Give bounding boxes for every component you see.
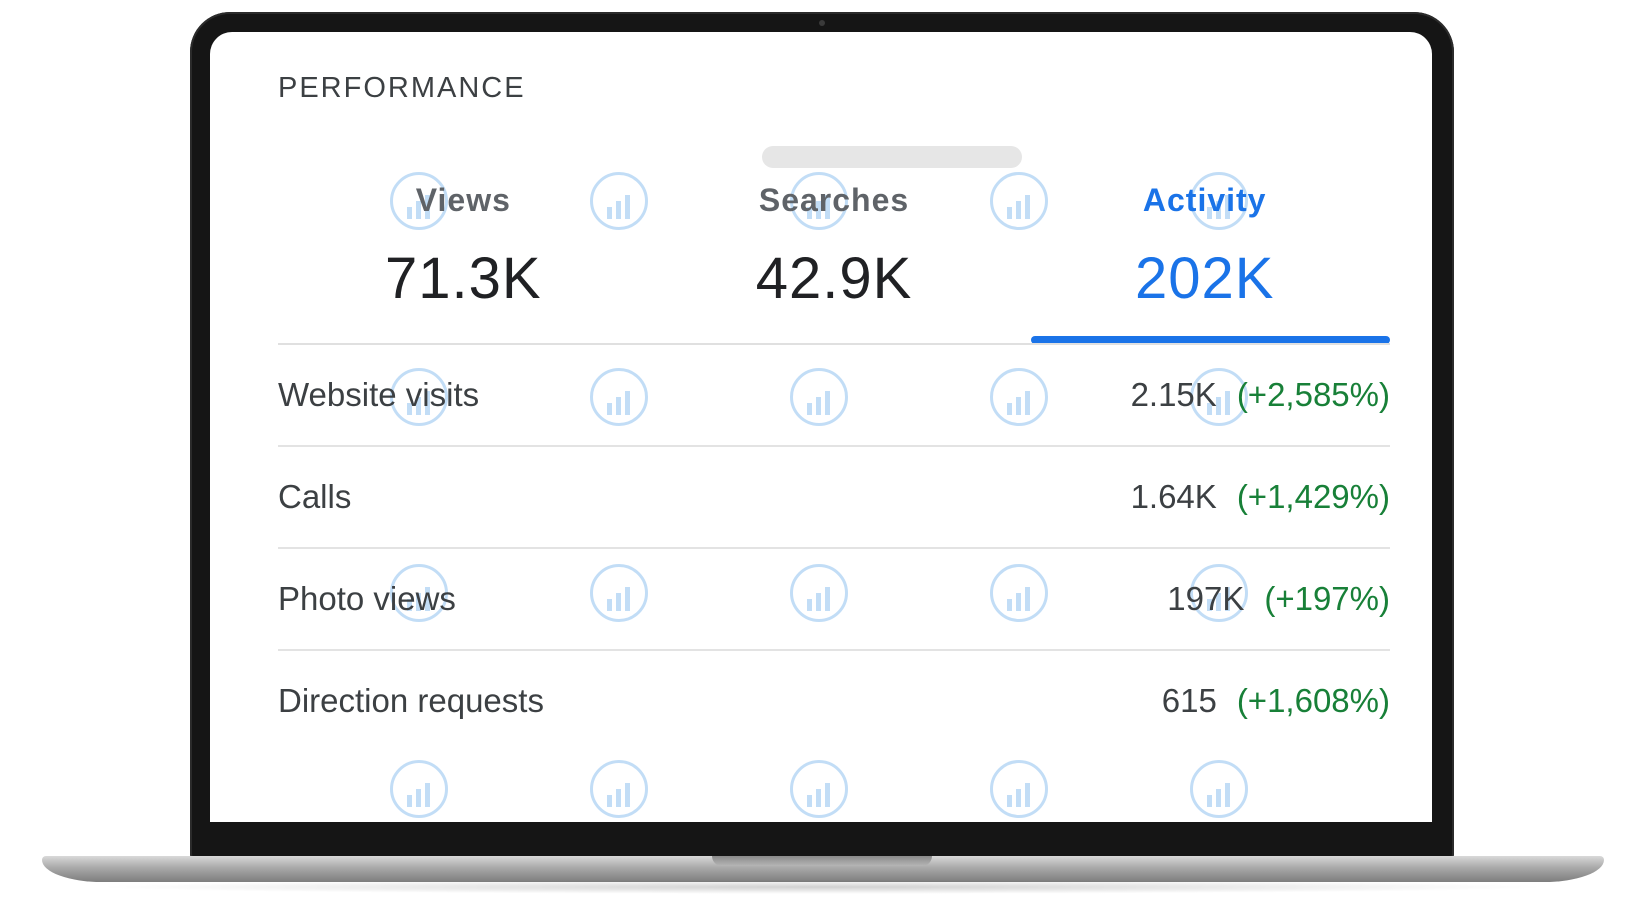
list-item-direction-requests[interactable]: Direction requests 615 (+1,608%) <box>278 651 1390 751</box>
list-item-photo-views[interactable]: Photo views 197K (+197%) <box>278 549 1390 651</box>
row-label: Website visits <box>278 376 480 413</box>
tab-value: 71.3K <box>385 246 542 311</box>
row-metrics: 197K (+197%) <box>1167 580 1390 618</box>
row-value: 197K <box>1167 580 1245 617</box>
row-change: (+1,429%) <box>1236 478 1390 515</box>
laptop-lid: PERFORMANCE Views 71.3K Searches 42.9K A… <box>190 12 1454 860</box>
camera-icon <box>819 20 825 26</box>
row-change: (+2,585%) <box>1236 376 1390 413</box>
laptop-shadow <box>90 880 1556 894</box>
tab-label: Searches <box>758 182 910 218</box>
divider <box>278 343 1390 345</box>
list-item-website-visits[interactable]: Website visits 2.15K (+2,585%) <box>278 345 1390 447</box>
tab-label: Activity <box>1142 182 1267 218</box>
tab-value: 42.9K <box>755 246 913 311</box>
row-change: (+1,608%) <box>1236 682 1390 719</box>
tab-value: 202K <box>1134 246 1275 311</box>
row-label: Direction requests <box>278 682 544 719</box>
row-label: Calls <box>278 478 352 515</box>
row-change: (+197%) <box>1264 580 1390 617</box>
performance-panel: PERFORMANCE Views 71.3K Searches 42.9K A… <box>258 32 1391 822</box>
row-metrics: 2.15K (+2,585%) <box>1131 376 1390 414</box>
laptop-notch <box>712 856 932 866</box>
row-label: Photo views <box>278 580 456 617</box>
metric-tabs: Views 71.3K Searches 42.9K Activity 202K <box>278 162 1391 344</box>
row-metrics: 1.64K (+1,429%) <box>1131 478 1390 516</box>
scroll-pill <box>762 146 1022 168</box>
laptop-screen: PERFORMANCE Views 71.3K Searches 42.9K A… <box>210 32 1432 822</box>
row-value: 2.15K <box>1130 376 1217 413</box>
tab-searches[interactable]: Searches 42.9K <box>649 162 1020 344</box>
list-item-calls[interactable]: Calls 1.64K (+1,429%) <box>278 447 1390 549</box>
tab-views[interactable]: Views 71.3K <box>278 162 649 344</box>
tab-label: Views <box>415 182 511 218</box>
row-metrics: 615 (+1,608%) <box>1162 682 1390 720</box>
active-tab-indicator <box>1031 336 1391 344</box>
activity-list: Website visits 2.15K (+2,585%) Calls 1.6… <box>278 345 1390 751</box>
row-value: 1.64K <box>1130 478 1217 515</box>
row-value: 615 <box>1161 682 1217 719</box>
page-title: PERFORMANCE <box>278 72 526 104</box>
tab-activity[interactable]: Activity 202K <box>1019 162 1391 344</box>
